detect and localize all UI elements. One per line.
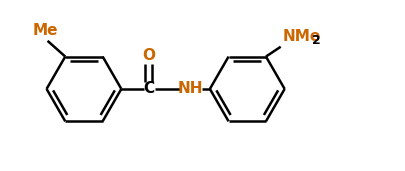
Text: C: C bbox=[143, 81, 154, 96]
Text: O: O bbox=[143, 48, 156, 63]
Text: NMe: NMe bbox=[283, 29, 321, 44]
Text: Me: Me bbox=[33, 23, 58, 38]
Text: NH: NH bbox=[177, 81, 203, 96]
Text: 2: 2 bbox=[312, 34, 321, 47]
